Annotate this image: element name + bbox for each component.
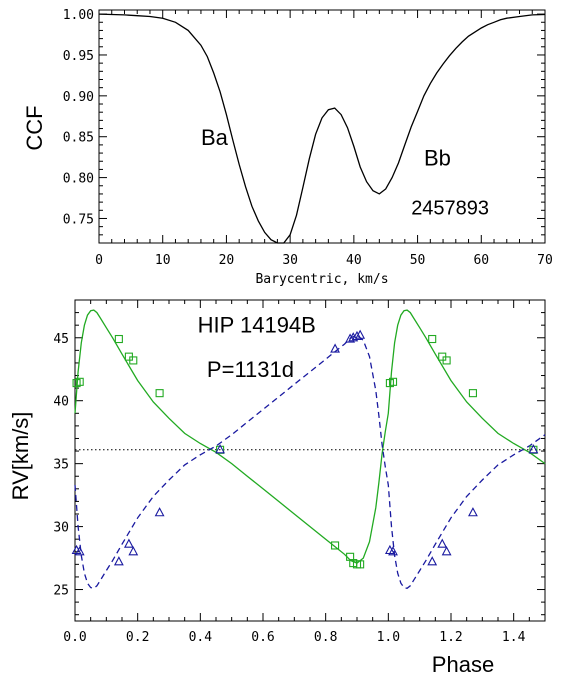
rv-point-triangle	[437, 538, 448, 548]
rv-point-triangle	[345, 333, 356, 343]
rv-curve-component-2	[74, 334, 546, 590]
rv-point-square	[331, 541, 340, 550]
rv-panel: 0.0 0.2 0.4 0.6 0.8 1.0 1.2 1.4 25 30 35 40 45 RV[km…	[8, 299, 546, 677]
rv-point-triangle	[388, 546, 398, 556]
rv-y-tick-label: 40	[53, 395, 69, 410]
rv-point-triangle	[154, 507, 165, 517]
ccf-plot-frame	[98, 9, 546, 244]
rv-point-triangle	[123, 538, 134, 548]
ccf-annotation-date: 2457893	[411, 197, 489, 219]
rv-points-component-1	[72, 334, 538, 569]
rv-point-square	[114, 334, 123, 344]
rv-x-tick-label: 1.0	[377, 630, 400, 645]
rv-point-triangle	[352, 330, 362, 341]
ccf-x-tick-label: 50	[410, 253, 426, 268]
rv-x-tick-label: 0.6	[251, 630, 274, 645]
rv-x-tick-label: 0.2	[126, 630, 149, 645]
ccf-annotation-bb: Bb	[424, 145, 451, 170]
ccf-ticks: 0 10 20 30 40 50 60 70 0.75 0.80 0.85 0.90 0.95 1.00	[63, 8, 553, 268]
rv-y-axis-label: RV[km/s]	[8, 412, 33, 501]
ccf-x-tick-label: 0	[95, 253, 103, 268]
rv-annotation-star: HIP 14194B	[198, 313, 316, 338]
rv-point-triangle	[355, 329, 366, 339]
rv-x-tick-label: 0.4	[189, 630, 213, 645]
rv-point-triangle	[330, 343, 340, 353]
rv-annotation-period: P=1131d	[207, 357, 294, 382]
rv-point-square	[428, 334, 437, 344]
rv-point-triangle	[113, 556, 124, 566]
rv-point-triangle	[441, 546, 452, 556]
ccf-x-tick-label: 40	[346, 253, 362, 268]
ccf-y-tick-label: 1.00	[63, 8, 94, 23]
ccf-y-tick-label: 0.85	[63, 131, 94, 146]
rv-point-triangle	[74, 546, 85, 556]
ccf-y-tick-label: 0.75	[63, 212, 94, 227]
ccf-annotation-ba: Ba	[201, 125, 229, 150]
rv-point-triangle	[528, 444, 539, 454]
rv-point-square	[468, 389, 477, 398]
ccf-y-tick-label: 0.90	[63, 90, 94, 105]
rv-point-triangle	[348, 332, 359, 342]
rv-point-square	[388, 377, 398, 386]
rv-ticks: 0.0 0.2 0.4 0.6 0.8 1.0 1.2 1.4 25 30 35 40 45	[53, 299, 546, 645]
rv-x-tick-label: 0.8	[314, 630, 337, 645]
rv-point-triangle	[215, 444, 225, 454]
ccf-panel: 0 10 20 30 40 50 60 700.750.800.850.900.951.00 …	[22, 8, 553, 287]
ccf-x-tick-label: 20	[219, 253, 235, 268]
rv-y-tick-label: 30	[53, 521, 69, 536]
ccf-line	[98, 13, 546, 244]
rv-point-square	[155, 389, 164, 398]
rv-plot-frame	[74, 299, 546, 622]
ccf-x-tick-label: 30	[282, 253, 298, 268]
ccf-y-tick-label: 0.80	[63, 172, 94, 187]
ccf-y-axis-label: CCF	[22, 105, 47, 150]
rv-point-triangle	[468, 507, 478, 517]
rv-point-triangle	[128, 546, 139, 556]
rv-y-tick-label: 25	[53, 584, 69, 599]
ccf-x-axis-label: Barycentric, km/s	[255, 272, 388, 287]
ccf-x-tick-label: 70	[537, 253, 553, 268]
rv-x-tick-label: 1.2	[439, 630, 462, 645]
ccf-x-tick-label: 10	[155, 253, 171, 268]
rv-x-axis-label: Phase	[432, 652, 494, 677]
rv-point-square	[129, 356, 138, 365]
rv-y-tick-label: 35	[53, 458, 69, 473]
rv-points-component-2	[71, 329, 539, 566]
rv-point-square	[442, 356, 451, 365]
rv-x-tick-label: 0.0	[63, 630, 86, 645]
rv-point-triangle	[427, 556, 438, 566]
rv-y-tick-label: 45	[53, 332, 69, 347]
rv-point-square	[356, 560, 365, 569]
rv-curve-component-1	[74, 309, 546, 564]
rv-x-tick-label: 1.4	[502, 630, 526, 645]
ccf-x-tick-label: 60	[473, 253, 489, 268]
ccf-y-tick-label: 0.95	[63, 49, 94, 64]
rv-point-square	[75, 377, 84, 386]
